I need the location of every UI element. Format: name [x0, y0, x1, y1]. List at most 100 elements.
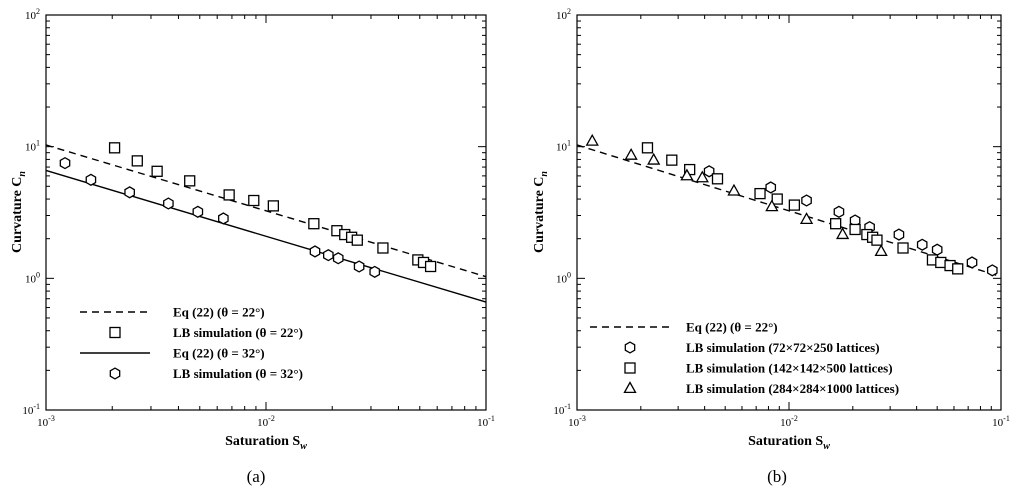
panel-a-y-axis-title-sub: n — [17, 171, 28, 177]
data-point-hexagon — [163, 197, 174, 210]
legend-item: LB simulation (142×142×500 lattices) — [624, 361, 893, 376]
panel-a-x-axis-title-text: Saturation S — [225, 434, 300, 449]
legend-item: LB simulation (θ = 32°) — [109, 366, 303, 381]
series-eq-22-22 — [45, 144, 487, 278]
data-point-square — [131, 155, 143, 167]
legend-item: LB simulation (θ = 22°) — [109, 325, 303, 340]
data-point-square — [871, 234, 883, 246]
data-point-square — [351, 234, 363, 246]
series-lb-simulation-72-72-250-lattices — [703, 165, 998, 277]
data-point-hexagon — [353, 260, 365, 273]
panel-b-x-axis-title-text: Saturation S — [748, 434, 823, 449]
series-lb-simulation-32 — [59, 156, 381, 279]
panel-b-tick-labels: 10-3 10-2 10-1 10-1 100 101 102 — [553, 7, 1010, 429]
data-point-hexagon — [893, 228, 905, 241]
panel-a-y-axis-title: Curvature Cn — [10, 171, 28, 253]
panel-a-x-axis-title: Saturation Sw — [225, 434, 307, 452]
data-point-square — [377, 242, 389, 254]
y-tick-label: 10-1 — [553, 402, 571, 417]
data-point-triangle — [799, 212, 814, 225]
panel-a-label: (a) — [247, 467, 266, 486]
data-point-square — [308, 218, 320, 230]
x-tick-label: 10-1 — [477, 414, 495, 429]
legend-item: LB simulation (72×72×250 lattices) — [624, 340, 880, 355]
data-point-square — [248, 194, 260, 207]
panel-b-legend: Eq (22) (θ = 22°) LB simulation (72×72×25… — [590, 320, 899, 396]
data-point-hexagon — [85, 173, 97, 186]
data-point-square — [151, 165, 163, 177]
data-point-hexagon — [966, 256, 978, 269]
panel-a-x-axis-title-sub: w — [300, 441, 307, 452]
panel-a-plot-frame — [45, 14, 487, 411]
legend-item: LB simulation (284×284×1000 lattices) — [623, 381, 899, 396]
panel-a-grid-ticks — [45, 15, 486, 411]
data-point-square — [641, 142, 654, 154]
series-line — [45, 144, 487, 278]
data-point-hexagon — [369, 265, 381, 279]
series-eq-22-22 — [576, 144, 1002, 278]
legend-item: Eq (22) (θ = 32°) — [80, 346, 265, 361]
legend-item: Eq (22) (θ = 22°) — [590, 320, 778, 335]
series-eq-22-32 — [45, 169, 487, 303]
panel-a-legend: Eq (22) (θ = 22°) LB simulation (θ = 22°)… — [80, 305, 303, 381]
y-tick-label: 102 — [556, 7, 571, 22]
data-point-hexagon — [192, 205, 204, 218]
data-point-square — [771, 193, 783, 205]
legend-marker-swatch — [624, 341, 636, 354]
data-point-hexagon — [309, 245, 321, 258]
panel-b-y-axis-title-text: Curvature C — [532, 177, 547, 253]
panel-b-y-axis-title: Curvature Cn — [532, 171, 550, 253]
legend-label: Eq (22) (θ = 32°) — [173, 346, 265, 361]
legend-label: Eq (22) (θ = 22°) — [686, 320, 778, 335]
data-point-square — [223, 189, 235, 201]
x-tick-label: 10-3 — [37, 414, 55, 429]
panel-a-tick-labels: 10-3 10-2 10-1 10-1 100 101 102 — [22, 7, 495, 429]
legend-marker-swatch — [624, 362, 636, 374]
data-point-triangle — [647, 152, 661, 165]
data-point-square — [184, 175, 196, 187]
data-point-triangle — [680, 168, 694, 181]
legend-label: LB simulation (284×284×1000 lattices) — [686, 381, 899, 396]
data-point-triangle — [585, 133, 599, 146]
x-tick-label: 10-3 — [568, 414, 586, 429]
y-tick-label: 100 — [25, 270, 40, 285]
data-point-square — [830, 218, 842, 230]
data-point-hexagon — [124, 186, 135, 199]
y-tick-label: 101 — [25, 139, 40, 154]
panel-b-y-axis-title-sub: n — [539, 171, 550, 177]
legend-label: LB simulation (θ = 32°) — [173, 366, 303, 381]
data-point-square — [952, 263, 964, 275]
x-tick-label: 10-2 — [257, 414, 275, 429]
data-point-square — [935, 256, 947, 269]
panel-b-series — [576, 133, 1002, 278]
panel-b-label: (b) — [767, 467, 787, 486]
y-tick-label: 101 — [556, 139, 571, 154]
series-line — [45, 169, 487, 303]
y-tick-label: 102 — [25, 7, 40, 22]
data-point-triangle — [765, 199, 779, 212]
data-point-hexagon — [322, 248, 334, 262]
legend-label: LB simulation (142×142×500 lattices) — [686, 361, 893, 376]
series-lb-simulation-142-142-500-lattices — [641, 142, 964, 275]
panel-b-x-axis-title: Saturation Sw — [748, 434, 830, 452]
series-lb-simulation-284-284-1000-lattices — [585, 133, 888, 257]
y-tick-label: 100 — [556, 270, 571, 285]
data-point-hexagon — [916, 238, 928, 251]
data-point-hexagon — [703, 165, 715, 178]
data-point-triangle — [624, 147, 638, 160]
data-point-hexagon — [332, 252, 344, 265]
data-point-triangle — [874, 244, 888, 257]
data-point-hexagon — [765, 181, 777, 194]
data-point-triangle — [695, 170, 709, 183]
x-tick-label: 10-2 — [780, 414, 798, 429]
data-point-square — [666, 154, 678, 166]
legend-marker-swatch — [623, 381, 637, 394]
data-point-square — [788, 199, 801, 211]
data-point-hexagon — [801, 194, 812, 207]
legend-marker-swatch — [109, 367, 121, 380]
data-point-hexagon — [833, 205, 845, 218]
data-point-triangle — [835, 227, 850, 240]
panel-a-series — [45, 142, 487, 303]
